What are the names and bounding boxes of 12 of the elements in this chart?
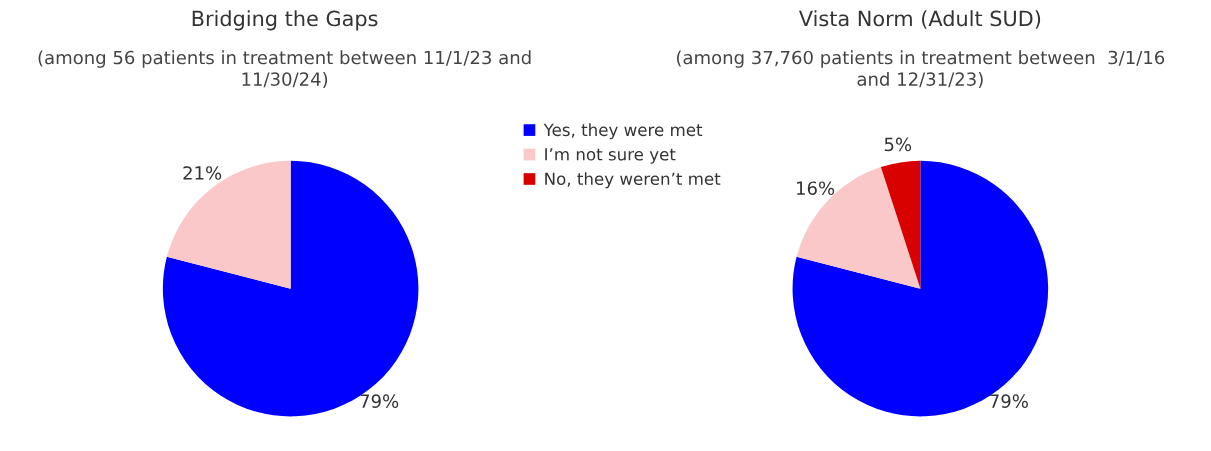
legend-label: Yes, they were met xyxy=(543,123,703,140)
data-label: 21% xyxy=(183,166,222,180)
chart-subtitle: (among 37,760 patients in treatment between 3/1/16 and 12/31/23) xyxy=(676,50,1165,89)
legend-label: I’m not sure yet xyxy=(545,148,676,164)
chart-subtitle: (among 56 patients in treatment between 11/1/23 and 11/30/24) xyxy=(38,50,531,89)
data-label: 79% xyxy=(360,394,399,408)
chart-title: Vista Norm (Adult SUD) xyxy=(798,10,1041,29)
chart-title: Bridging the Gaps xyxy=(192,10,378,31)
data-label: 79% xyxy=(990,394,1028,408)
data-label: 5% xyxy=(884,137,912,152)
legend-label: No, they weren’t met xyxy=(545,172,721,189)
data-label: 16% xyxy=(797,181,835,196)
